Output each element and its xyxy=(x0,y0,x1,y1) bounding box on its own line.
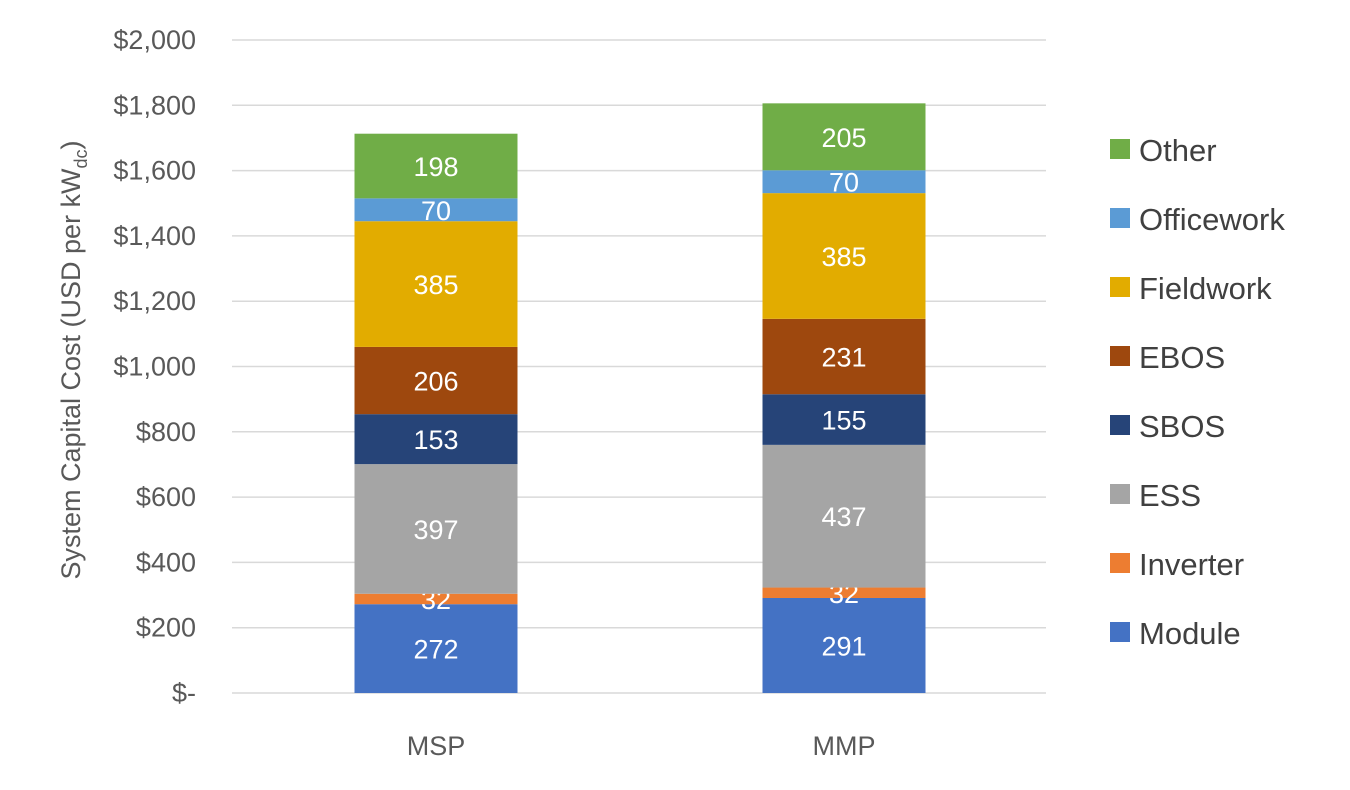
y-tick-label: $1,200 xyxy=(113,286,196,316)
bar-segment-ess xyxy=(354,464,518,594)
data-label: 70 xyxy=(829,168,859,198)
bar-segment-module xyxy=(762,597,926,693)
legend-swatch-ess xyxy=(1110,484,1130,504)
y-tick-label: $400 xyxy=(136,547,196,577)
legend-label: Inverter xyxy=(1139,547,1244,582)
data-label: 437 xyxy=(821,502,866,532)
legend-label: Fieldwork xyxy=(1139,271,1272,306)
data-label: 205 xyxy=(821,123,866,153)
legend-label: Other xyxy=(1139,133,1217,168)
bar-segment-fieldwork xyxy=(762,193,926,319)
legend-label: SBOS xyxy=(1139,409,1225,444)
data-label: 272 xyxy=(413,635,458,665)
data-label: 291 xyxy=(821,631,866,661)
y-axis-title-subscript: dc xyxy=(71,149,91,168)
legend-swatch-sbos xyxy=(1110,415,1130,435)
bar-segment-module xyxy=(354,604,518,693)
bar-segment-ebos xyxy=(762,318,926,395)
data-label: 155 xyxy=(821,406,866,436)
y-tick-label: $1,600 xyxy=(113,156,196,186)
legend-label: ESS xyxy=(1139,478,1201,513)
bars: 2723239715320638570198291324371552313857… xyxy=(354,103,926,693)
data-label: 206 xyxy=(413,367,458,397)
y-axis-ticks: $- $200 $400 $600 $800 $1,000 $1,200 $1,400 $1,6… xyxy=(113,25,196,708)
x-category-label: MSP xyxy=(407,731,466,761)
bar-segment-sbos xyxy=(354,414,518,465)
y-tick-label: $2,000 xyxy=(113,25,196,55)
data-label: 397 xyxy=(413,515,458,545)
y-axis-title: System Capital Cost (USD per kWdc) xyxy=(56,140,91,579)
y-tick-label: $800 xyxy=(136,417,196,447)
bar-segment-ebos xyxy=(354,346,518,415)
legend-label: Module xyxy=(1139,616,1241,651)
legend-label: EBOS xyxy=(1139,340,1225,375)
bar-segment-officework xyxy=(354,198,518,222)
legend-label: Officework xyxy=(1139,202,1285,237)
legend-swatch-ebos xyxy=(1110,346,1130,366)
y-tick-label: $- xyxy=(172,678,196,708)
bar-segment-other xyxy=(354,133,518,199)
bar-segment-other xyxy=(762,103,926,171)
data-label: 198 xyxy=(413,152,458,182)
x-category-label: MMP xyxy=(813,731,876,761)
legend-swatch-fieldwork xyxy=(1110,277,1130,297)
legend-swatch-officework xyxy=(1110,208,1130,228)
legend-swatch-inverter xyxy=(1110,553,1130,573)
bar-segment-sbos xyxy=(762,394,926,445)
data-label: 385 xyxy=(413,270,458,300)
data-label: 70 xyxy=(421,196,451,226)
data-label: 153 xyxy=(413,425,458,455)
bar-segment-inverter xyxy=(354,593,518,605)
y-tick-label: $1,000 xyxy=(113,352,196,382)
bar-segment-fieldwork xyxy=(354,221,518,347)
legend-swatch-other xyxy=(1110,139,1130,159)
data-label: 231 xyxy=(821,343,866,373)
y-tick-label: $600 xyxy=(136,482,196,512)
bar-segment-officework xyxy=(762,170,926,194)
y-axis-title-main: System Capital Cost (USD per kW xyxy=(56,168,86,580)
bar-segment-ess xyxy=(762,444,926,588)
y-axis-title-suffix: ) xyxy=(56,140,86,149)
legend-swatch-module xyxy=(1110,622,1130,642)
data-label: 385 xyxy=(821,242,866,272)
y-tick-label: $200 xyxy=(136,613,196,643)
legend: Other Officework Fieldwork EBOS SBOS ESS Inver… xyxy=(1110,133,1285,651)
y-tick-label: $1,400 xyxy=(113,221,196,251)
x-axis-categories: MSP MMP xyxy=(407,731,876,761)
bar-segment-inverter xyxy=(762,587,926,598)
y-tick-label: $1,800 xyxy=(113,90,196,120)
